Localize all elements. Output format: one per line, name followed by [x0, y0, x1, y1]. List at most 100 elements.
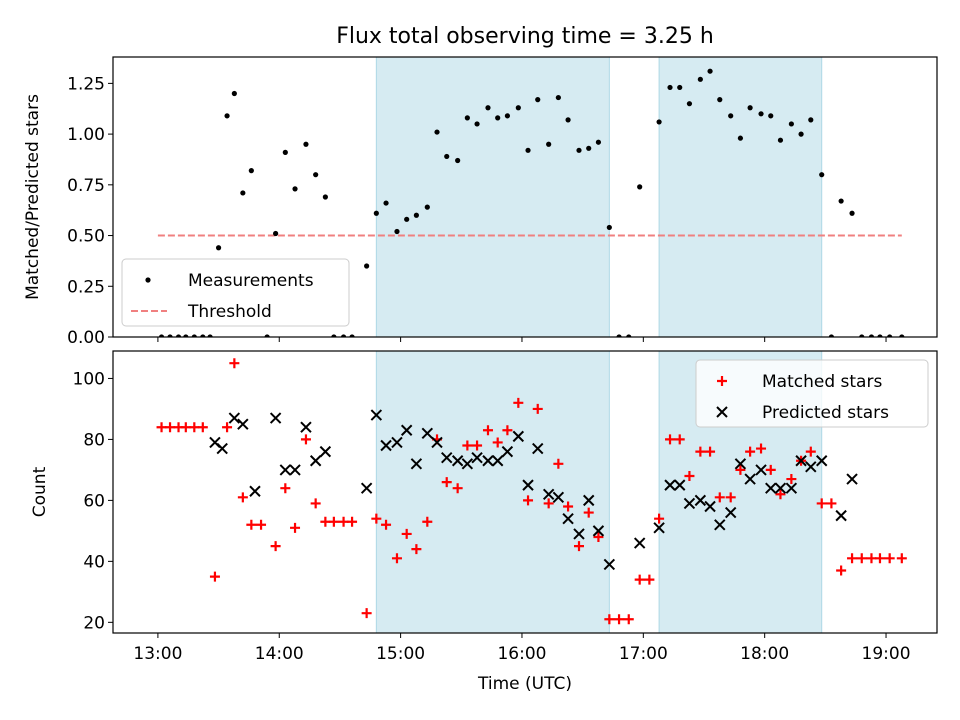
matched-star-point: [156, 422, 167, 433]
measurement-point: [768, 113, 774, 119]
measurement-point: [868, 334, 875, 337]
measurement-point: [667, 84, 673, 91]
x-tick-label: 18:00: [740, 644, 789, 664]
measurement-point: [495, 115, 501, 121]
measurement-point: [828, 334, 835, 337]
predicted-star-point: [391, 436, 403, 449]
measurement-point: [777, 137, 784, 143]
bottom-panel: 20 40 60 80 100 13:00 14:00 15:00 16:00 17:00 18:0…: [30, 350, 938, 694]
predicted-star-point: [744, 473, 756, 485]
predicted-star-point: [795, 455, 807, 467]
matched-star-point: [422, 516, 433, 527]
predicted-star-point: [380, 439, 392, 452]
y-tick-label: 0.50: [67, 227, 105, 247]
matched-star-point: [735, 464, 746, 475]
predicted-star-point: [249, 485, 261, 497]
y-tick-label: 0.00: [67, 328, 105, 348]
predicted-star-point: [694, 494, 707, 507]
legend: Matched stars Predicted stars: [695, 359, 929, 428]
legend-label: Predicted stars: [762, 403, 889, 423]
matched-star-point: [593, 531, 604, 542]
measurement-point: [758, 111, 764, 117]
measurement-point: [485, 105, 491, 111]
predicted-star-point: [309, 455, 322, 467]
matched-star-point: [884, 553, 895, 564]
matched-star-point: [874, 553, 885, 564]
measurement-point: [474, 121, 480, 127]
legend-measurement-marker: [145, 277, 151, 283]
x-tick-label: 17:00: [619, 644, 668, 664]
measurement-point: [394, 228, 400, 235]
predicted-star-point: [573, 528, 585, 540]
measurement-point: [747, 105, 753, 111]
matched-star-point: [462, 440, 473, 451]
legend: Measurements Threshold: [121, 258, 350, 327]
measurement-point: [303, 141, 309, 147]
predicted-star-point: [816, 455, 828, 467]
y-tick-label: 40: [83, 552, 105, 572]
shaded-interval: [375, 56, 610, 338]
matched-star-point: [826, 498, 837, 509]
measurement-point: [535, 97, 541, 103]
predicted-star-point: [664, 479, 676, 491]
top-panel: 0.00 0.25 0.50 0.75 1.00 1.25 Matched/Predicte…: [23, 56, 938, 348]
matched-star-point: [775, 489, 786, 500]
predicted-star-point: [451, 455, 464, 467]
matched-star-point: [543, 498, 554, 509]
y-axis-label: Count: [30, 466, 50, 517]
measurement-point: [340, 334, 347, 337]
predicted-star-point: [724, 506, 737, 519]
legend-predicted-marker: [716, 406, 728, 418]
matched-star-point: [765, 464, 776, 475]
predicted-star-point: [755, 464, 767, 476]
y-tick-label: 1.00: [67, 125, 105, 145]
matched-star-point: [583, 507, 594, 518]
matched-star-point: [310, 498, 321, 509]
x-tick-label: 15:00: [376, 644, 425, 664]
measurement-point: [586, 145, 592, 151]
matched-star-point: [725, 492, 736, 503]
measurement-point: [525, 147, 531, 153]
matched-star-point: [654, 513, 665, 524]
measurement-point: [207, 334, 213, 337]
predicted-star-point: [512, 430, 525, 443]
legend-matched-marker: [717, 376, 727, 386]
measurement-point: [373, 210, 379, 216]
matched-star-point: [180, 422, 191, 433]
measurement-point: [413, 212, 419, 218]
measurement-point: [349, 334, 355, 337]
legend-box: [121, 258, 350, 327]
measurement-point: [565, 117, 571, 123]
matched-star-point: [896, 553, 907, 564]
measurement-point: [224, 113, 230, 119]
predicted-star-point: [300, 421, 312, 433]
matched-star-point: [513, 397, 524, 408]
matched-star-point: [256, 519, 267, 530]
measurement-point: [616, 334, 622, 337]
legend-box: [695, 359, 929, 428]
matched-star-point: [401, 528, 412, 539]
matched-star-point: [411, 544, 422, 555]
matched-star-point: [189, 422, 200, 433]
measurement-point: [656, 119, 662, 125]
measurement-point: [555, 94, 561, 101]
predicted-star-point: [835, 509, 847, 522]
measurement-point: [434, 129, 440, 135]
matched-star-point: [237, 492, 248, 503]
predicted-star-point: [441, 451, 453, 464]
measurement-point: [215, 245, 222, 251]
measurement-point: [424, 204, 430, 210]
predicted-star-point: [562, 512, 574, 525]
measurement-point: [737, 135, 744, 141]
predicted-star-point: [482, 455, 494, 467]
matched-star-point: [604, 614, 615, 625]
predicted-star-point: [289, 464, 301, 476]
measurement-point: [364, 263, 370, 269]
predicted-star-point: [421, 427, 434, 440]
predicted-star-point: [734, 458, 747, 470]
measurement-point: [798, 131, 804, 137]
matched-star-point: [705, 446, 716, 457]
measurement-point: [264, 334, 270, 337]
predicted-star-point: [542, 488, 555, 500]
